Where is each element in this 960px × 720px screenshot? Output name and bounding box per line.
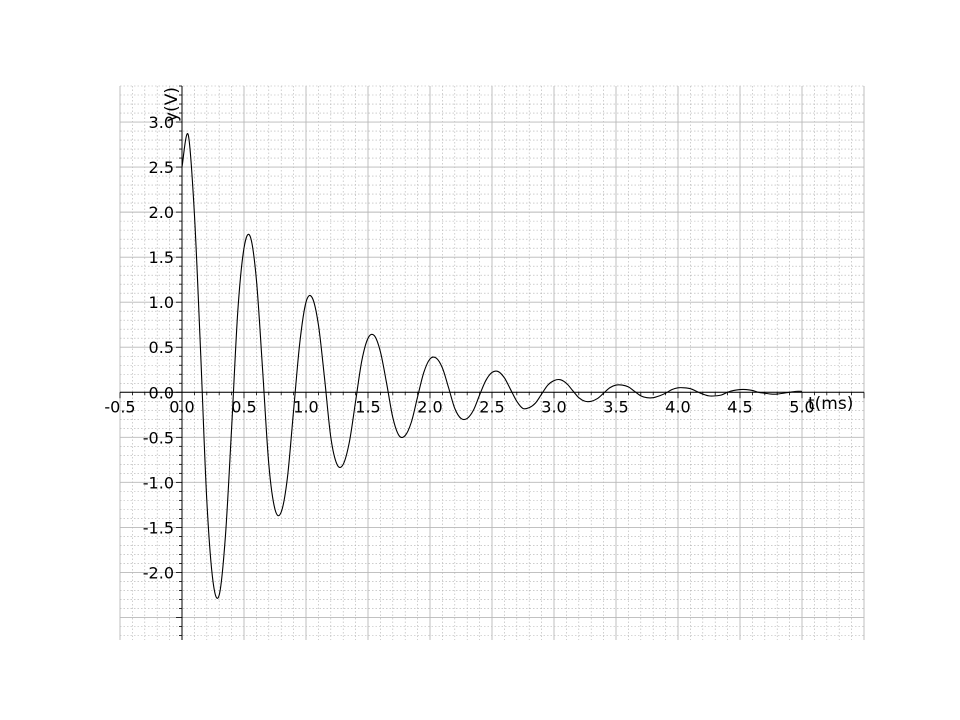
y-tick-label: 2.0 — [149, 203, 174, 222]
x-tick-label: 1.5 — [355, 397, 380, 416]
y-tick-label: 0.5 — [149, 338, 174, 357]
x-tick-label: 4.0 — [665, 397, 690, 416]
x-tick-label: 5.0 — [789, 397, 814, 416]
y-tick-label: 1.5 — [149, 248, 174, 267]
y-tick-label: 2.5 — [149, 158, 174, 177]
y-tick-label: -1.5 — [143, 518, 174, 537]
series-group — [181, 133, 803, 599]
y-tick-label: 0.0 — [149, 383, 174, 402]
x-tick-label: 3.5 — [603, 397, 628, 416]
y-tick-label: 1.0 — [149, 293, 174, 312]
y-tick-labels: 3.0 2.5 2.0 1.5 1.0 0.5 0.0 -0.5 -1.0 -1.5 -2.0 — [143, 113, 174, 582]
x-tick-label: -0.5 — [104, 397, 135, 416]
y-tick-label: -1.0 — [143, 473, 174, 492]
x-tick-label: 4.5 — [727, 397, 752, 416]
y-tick-label: -0.5 — [143, 428, 174, 447]
x-tick-label: 1.0 — [293, 397, 318, 416]
y-tick-label: 3.0 — [149, 113, 174, 132]
x-tick-label: 2.5 — [479, 397, 504, 416]
x-tick-label: 3.0 — [541, 397, 566, 416]
x-axis-label: t(ms) — [808, 394, 853, 414]
y-axis-label: y(V) — [162, 87, 182, 122]
x-tick-label: 0.5 — [231, 397, 256, 416]
series-line — [181, 133, 803, 599]
x-tick-labels: -0.5 0.0 0.5 1.0 1.5 2.0 2.5 3.0 3.5 4.0 4.5 5.0 — [104, 397, 814, 416]
x-tick-label: 2.0 — [417, 397, 442, 416]
x-tick-label: 0.0 — [169, 397, 194, 416]
y-tick-label: -2.0 — [143, 563, 174, 582]
